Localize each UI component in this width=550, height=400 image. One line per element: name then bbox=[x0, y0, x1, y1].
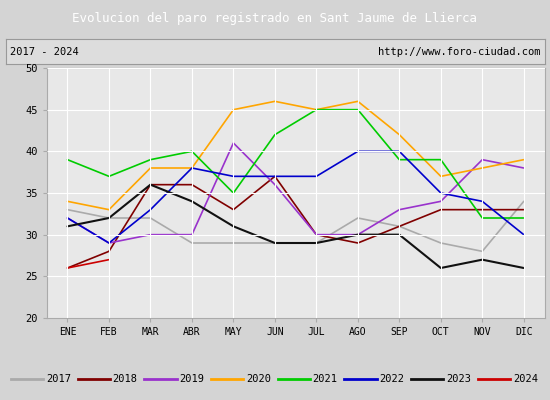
Text: 2023: 2023 bbox=[446, 374, 471, 384]
Text: 2018: 2018 bbox=[113, 374, 138, 384]
Text: http://www.foro-ciudad.com: http://www.foro-ciudad.com bbox=[378, 47, 540, 57]
Text: 2024: 2024 bbox=[513, 374, 538, 384]
Text: 2021: 2021 bbox=[313, 374, 338, 384]
Text: 2017 - 2024: 2017 - 2024 bbox=[10, 47, 79, 57]
Text: 2019: 2019 bbox=[179, 374, 205, 384]
Text: 2017: 2017 bbox=[46, 374, 71, 384]
Text: Evolucion del paro registrado en Sant Jaume de Llierca: Evolucion del paro registrado en Sant Ja… bbox=[73, 12, 477, 25]
Text: 2022: 2022 bbox=[379, 374, 404, 384]
Text: 2020: 2020 bbox=[246, 374, 271, 384]
